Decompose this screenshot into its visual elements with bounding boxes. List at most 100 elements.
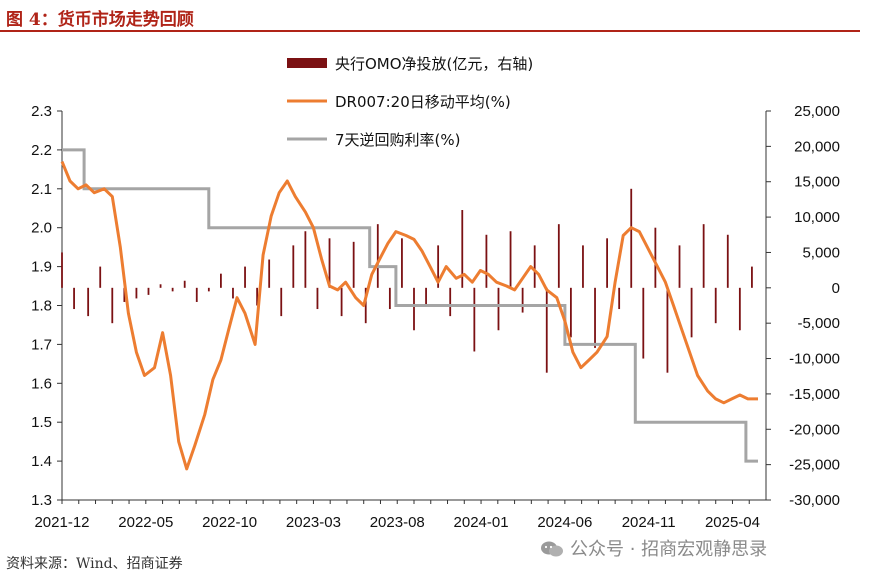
omo-bar: [99, 266, 102, 288]
watermark-text: 公众号 · 招商宏观静思录: [570, 539, 768, 560]
omo-bar: [413, 287, 415, 331]
axes: [57, 110, 771, 504]
omo-bar: [630, 188, 633, 288]
omo-bar: [582, 245, 584, 288]
omo-bar: [606, 238, 608, 288]
y-right-tick-label: 10,000: [794, 209, 840, 226]
omo-bar: [702, 224, 705, 288]
omo-bar: [401, 238, 403, 288]
omo-bar: [292, 245, 295, 288]
y-left-tick-label: 1.7: [31, 336, 52, 353]
omo-bar: [376, 224, 379, 288]
x-tick-label: 2022-10: [202, 514, 257, 531]
y-right-tick-label: 20,000: [794, 138, 840, 155]
source-note: 资料来源：Wind、招商证券: [6, 556, 183, 572]
x-tick-label: 2024-06: [537, 514, 592, 531]
y-right-tick-label: 15,000: [794, 174, 840, 191]
reverse-repo-line: [62, 148, 758, 463]
omo-bar: [521, 287, 524, 313]
omo-bar: [473, 287, 476, 352]
omo-bar: [256, 287, 259, 306]
omo-bar: [304, 231, 307, 288]
omo-bar: [244, 266, 246, 288]
omo-bar: [364, 287, 367, 324]
omo-bar: [594, 287, 596, 348]
y-left-tick-label: 1.4: [31, 453, 52, 470]
y-right-tick-label: -15,000: [789, 386, 840, 403]
omo-bar: [509, 231, 512, 288]
wechat-icon: [541, 541, 563, 557]
omo-bar: [61, 252, 63, 288]
omo-bar: [545, 287, 548, 373]
omo-bar: [666, 287, 669, 373]
y-right-tick-label: -10,000: [789, 351, 840, 368]
omo-bar: [461, 210, 464, 288]
omo-bar: [654, 227, 657, 288]
y-left-tick-label: 1.5: [31, 414, 52, 431]
legend-label: 7天逆回购利率(%): [335, 131, 461, 149]
omo-bar: [159, 284, 162, 288]
omo-bar: [738, 287, 741, 331]
title-divider: [0, 30, 860, 32]
omo-bar: [147, 287, 150, 295]
y-right-tick-label: 25,000: [794, 103, 840, 120]
omo-bar: [316, 287, 319, 310]
omo-bar: [388, 287, 391, 310]
omo-bar: [569, 287, 572, 338]
omo-bar: [111, 287, 114, 324]
omo-bar: [557, 224, 560, 288]
omo-bar: [352, 241, 355, 288]
omo-bar: [328, 238, 331, 288]
watermark: 公众号 · 招商宏观静思录: [540, 535, 767, 561]
legend-label: DR007:20日移动平均(%): [335, 93, 511, 111]
omo-bar: [171, 287, 174, 292]
x-tick-label: 2024-11: [622, 514, 676, 531]
y-right-tick-label: -20,000: [789, 421, 840, 438]
series-lines: [60, 148, 758, 471]
x-tick-label: 2024-01: [454, 514, 509, 531]
y-right-tick-label: 5,000: [802, 244, 840, 261]
omo-bar: [485, 234, 488, 288]
omo-bar: [135, 287, 138, 299]
y-left-tick-label: 1.9: [31, 259, 52, 276]
omo-bar: [220, 273, 222, 288]
omo-bar: [73, 287, 75, 310]
x-tick-label: 2021-12: [34, 514, 89, 531]
y-right-tick-label: -25,000: [789, 457, 840, 474]
omo-bars: [61, 188, 753, 373]
omo-bar: [642, 287, 645, 359]
dr007-line: [60, 161, 758, 471]
omo-bar: [87, 287, 90, 317]
omo-bar: [425, 287, 427, 306]
y-left-tick-label: 2.2: [31, 142, 52, 159]
y-right-tick-label: -5,000: [797, 315, 840, 332]
y-right-tick-label: 0: [832, 280, 840, 297]
legend: 央行OMO净投放(亿元，右轴) DR007:20日移动平均(%) 7天逆回购利率(%…: [287, 55, 533, 149]
omo-bar: [268, 259, 271, 288]
y-left-tick-label: 2.0: [31, 220, 52, 237]
y-left-tick-label: 2.1: [31, 181, 52, 198]
y-right-tick-label: -30,000: [789, 492, 840, 509]
omo-bar: [280, 287, 283, 317]
legend-label: 央行OMO净投放(亿元，右轴): [335, 55, 533, 73]
omo-bar: [123, 287, 126, 302]
page-title: 图 4：货币市场走势回顾: [6, 10, 194, 30]
omo-bar: [207, 287, 210, 292]
omo-bar: [690, 287, 693, 338]
tick-labels: 1.3 1.4 1.5 1.6 1.7 1.8 1.9 2.0 2.1 2.2 2.3 -30,000…: [31, 103, 840, 531]
omo-bar: [183, 280, 186, 288]
x-tick-label: 2023-03: [286, 514, 341, 531]
omo-bar: [726, 234, 729, 288]
x-tick-label: 2025-04: [705, 514, 760, 531]
omo-bar: [232, 287, 234, 299]
legend-swatch-bar: [287, 58, 327, 68]
y-left-tick-label: 1.6: [31, 375, 52, 392]
omo-bar: [449, 287, 452, 317]
y-left-tick-label: 1.8: [31, 298, 52, 315]
y-left-tick-label: 2.3: [31, 103, 52, 120]
omo-bar: [533, 245, 536, 288]
omo-bar: [714, 287, 717, 324]
omo-bar: [437, 245, 440, 288]
y-left-tick-label: 1.3: [31, 492, 52, 509]
